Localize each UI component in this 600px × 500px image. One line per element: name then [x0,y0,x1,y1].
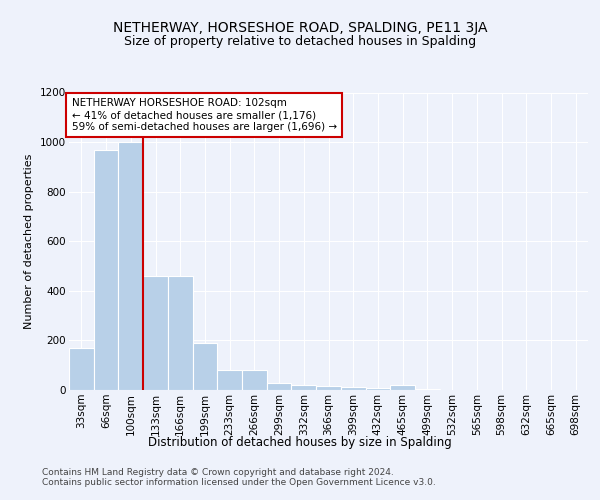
Text: Contains HM Land Registry data © Crown copyright and database right 2024.
Contai: Contains HM Land Registry data © Crown c… [42,468,436,487]
Text: Distribution of detached houses by size in Spalding: Distribution of detached houses by size … [148,436,452,449]
Bar [118,142,143,390]
Text: Size of property relative to detached houses in Spalding: Size of property relative to detached ho… [124,35,476,48]
Text: NETHERWAY HORSESHOE ROAD: 102sqm
← 41% of detached houses are smaller (1,176)
59: NETHERWAY HORSESHOE ROAD: 102sqm ← 41% o… [71,98,337,132]
Bar [316,386,341,390]
Bar [242,370,267,390]
Bar [168,276,193,390]
Bar [390,385,415,390]
Bar [292,384,316,390]
Y-axis label: Number of detached properties: Number of detached properties [25,154,34,329]
Bar [365,388,390,390]
Bar [341,387,365,390]
Bar [193,343,217,390]
Text: NETHERWAY, HORSESHOE ROAD, SPALDING, PE11 3JA: NETHERWAY, HORSESHOE ROAD, SPALDING, PE1… [113,21,487,35]
Bar [267,383,292,390]
Bar [217,370,242,390]
Bar [69,348,94,390]
Bar [143,276,168,390]
Bar [94,150,118,390]
